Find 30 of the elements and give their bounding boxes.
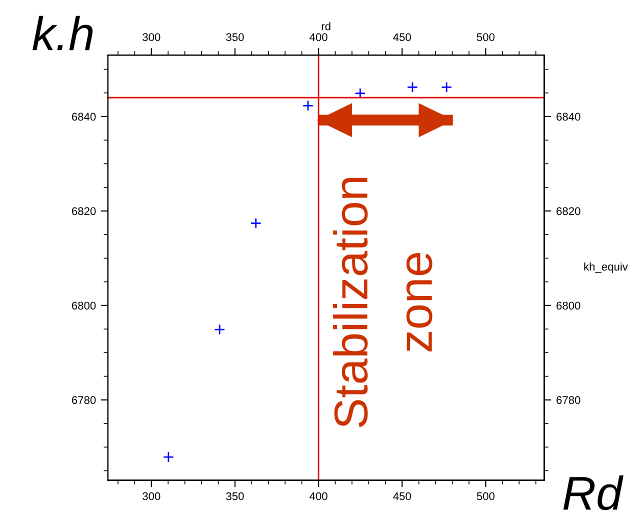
point <box>250 218 262 229</box>
y-tick-label: 6820 <box>72 207 96 216</box>
x2-tick-label: 300 <box>142 33 160 42</box>
y-tick-label: 6840 <box>72 112 96 121</box>
x2-axis-title: rd <box>322 22 330 30</box>
annotation: Stabilization zone <box>333 178 432 428</box>
point <box>354 88 366 99</box>
y-tick-label: 6800 <box>72 302 96 310</box>
text: k.h <box>32 16 93 50</box>
x-tick-label: 350 <box>226 492 244 500</box>
x2-tick-label: 450 <box>393 33 411 42</box>
y-tick-label: 6780 <box>72 396 96 404</box>
text: Rd <box>563 475 624 510</box>
x2-tick-label: 400 <box>310 33 328 42</box>
y2-tick-label: 6840 <box>556 112 580 121</box>
point <box>302 100 314 112</box>
y2-tick-label: 6820 <box>556 207 580 216</box>
y2-axis-title: kh_equiv <box>584 262 628 273</box>
x-tick-label: 450 <box>393 492 411 500</box>
x2-tick-label: 350 <box>226 33 244 42</box>
point <box>214 324 226 336</box>
x-tick-label: 500 <box>476 492 495 500</box>
point <box>406 82 418 93</box>
x-tick-label: 400 <box>310 492 328 500</box>
y2-tick-label: 6780 <box>556 396 580 404</box>
point <box>162 451 174 463</box>
point <box>441 82 452 93</box>
x2-tick-label: 500 <box>476 33 495 42</box>
y2-tick-label: 6800 <box>556 302 580 310</box>
x-tick-label: 300 <box>142 492 160 500</box>
